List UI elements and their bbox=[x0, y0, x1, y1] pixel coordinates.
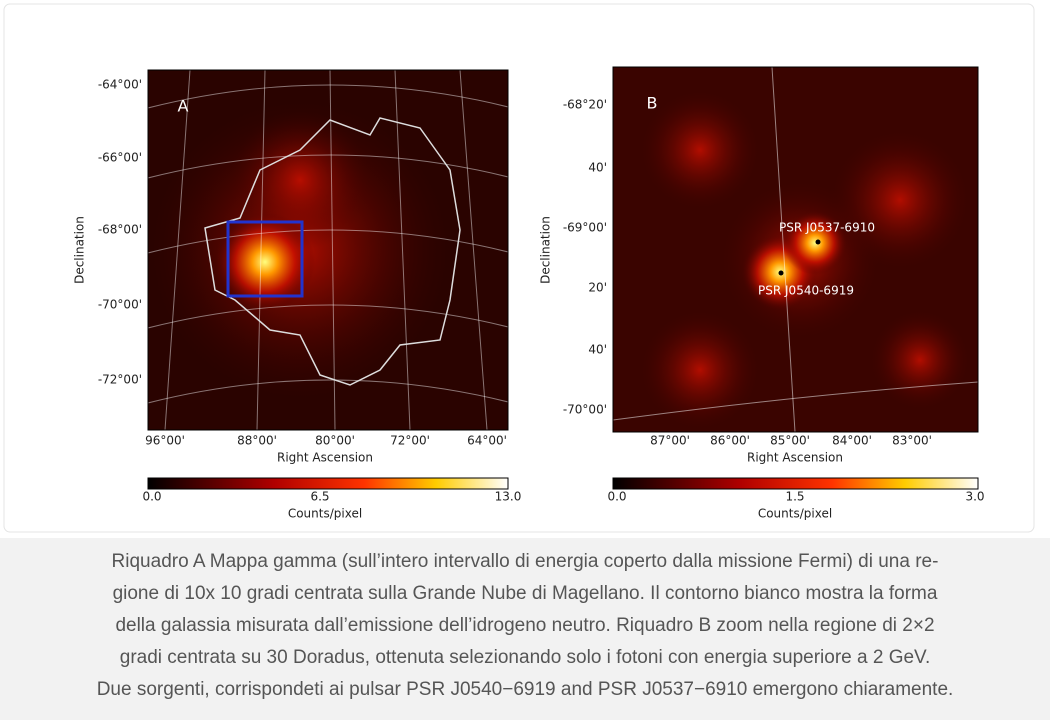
colorbar-label: Counts/pixel bbox=[288, 507, 362, 521]
y-tick-label: 40' bbox=[588, 161, 607, 175]
x-tick-label: 83°00' bbox=[892, 434, 932, 448]
x-tick-label: 72°00' bbox=[390, 434, 430, 448]
panel-label: B bbox=[647, 94, 658, 113]
y-axis-label: Declination bbox=[539, 216, 553, 284]
y-tick-label: -70°00' bbox=[563, 403, 607, 417]
y-tick-label: -66°00' bbox=[98, 151, 142, 165]
caption-line: gione di 10x 10 gradi centrata sulla Gra… bbox=[112, 583, 938, 604]
caption-line: Riquadro A Mappa gamma (sull’intero inte… bbox=[111, 551, 939, 572]
annotation: PSR J0540-6919 bbox=[758, 284, 854, 298]
colorbar-tick: 1.5 bbox=[785, 490, 804, 504]
y-tick-label: -68°20' bbox=[563, 98, 607, 112]
figure: A -64°00' -66°00' -68°00' -70°00' -72°00… bbox=[3, 3, 1035, 533]
caption-line: Due sorgenti, corrispondeti ai pulsar PS… bbox=[96, 679, 954, 700]
panel-label: A bbox=[178, 97, 189, 116]
x-axis-label: Right Ascension bbox=[747, 451, 843, 465]
x-tick-label: 87°00' bbox=[650, 434, 690, 448]
x-tick-label: 84°00' bbox=[832, 434, 872, 448]
caption-line: gradi centrata su 30 Doradus, ottenuta s… bbox=[119, 647, 931, 668]
colorbar bbox=[147, 477, 509, 490]
colorbar-tick: 6.5 bbox=[310, 490, 329, 504]
y-tick-label: -70°00' bbox=[98, 298, 142, 312]
x-tick-label: 96°00' bbox=[145, 434, 185, 448]
y-tick-label: -64°00' bbox=[98, 78, 142, 92]
y-tick-label: -72°00' bbox=[98, 373, 142, 387]
x-tick-label: 64°00' bbox=[467, 434, 507, 448]
map-b bbox=[613, 67, 978, 432]
y-tick-label: 20' bbox=[588, 281, 607, 295]
map-a bbox=[148, 70, 508, 430]
x-tick-label: 86°00' bbox=[710, 434, 750, 448]
caption-line: della galassia misurata dall’emissione d… bbox=[115, 615, 935, 636]
colorbar-tick: 3.0 bbox=[965, 490, 984, 504]
colorbar bbox=[612, 477, 979, 490]
y-tick-label: -68°00' bbox=[98, 223, 142, 237]
y-axis-label: Declination bbox=[73, 216, 87, 284]
caption: Riquadro A Mappa gamma (sull’intero inte… bbox=[0, 538, 1050, 720]
x-axis-label: Right Ascension bbox=[277, 451, 373, 465]
colorbar-label: Counts/pixel bbox=[758, 507, 832, 521]
y-tick-label: -69°00' bbox=[563, 221, 607, 235]
annotation: PSR J0537-6910 bbox=[779, 221, 875, 235]
y-tick-label: 40' bbox=[588, 343, 607, 357]
axes-frame bbox=[612, 66, 979, 433]
x-tick-label: 88°00' bbox=[237, 434, 277, 448]
colorbar-tick: 0.0 bbox=[142, 490, 161, 504]
axes-frame bbox=[147, 69, 509, 431]
colorbar-tick: 0.0 bbox=[607, 490, 626, 504]
x-tick-label: 80°00' bbox=[315, 434, 355, 448]
x-tick-label: 85°00' bbox=[770, 434, 810, 448]
colorbar-tick: 13.0 bbox=[495, 490, 522, 504]
